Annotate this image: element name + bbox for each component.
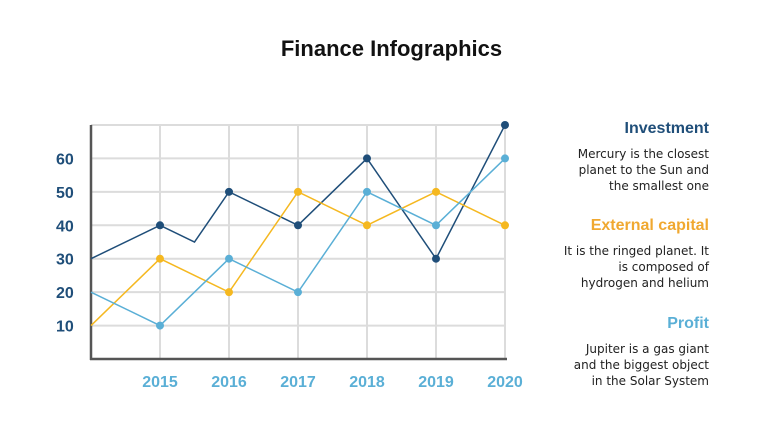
- data-point-profit: [225, 254, 233, 263]
- x-tick-label: 2018: [349, 374, 385, 391]
- legend-text: Mercury is the closest planet to the Sun…: [577, 147, 709, 193]
- legend-title: External capital: [590, 217, 709, 234]
- data-point-profit: [363, 187, 371, 196]
- x-tick-label: 2017: [280, 374, 316, 391]
- x-tick-label: 2015: [142, 374, 178, 391]
- legend-external-capital: External capital It is the ringed planet…: [509, 217, 709, 291]
- legend-text: It is the ringed planet. It is composed …: [563, 244, 709, 290]
- page-title: Finance Infographics: [280, 36, 503, 61]
- y-tick-label: 40: [56, 218, 74, 235]
- data-point-external-capital: [501, 221, 509, 230]
- data-point-profit: [294, 288, 302, 297]
- data-point-external-capital: [294, 187, 302, 196]
- data-point-profit: [432, 221, 440, 230]
- data-point-external-capital: [156, 254, 164, 263]
- y-tick-label: 50: [56, 185, 74, 202]
- y-tick-label: 20: [56, 285, 74, 302]
- y-tick-label: 60: [56, 151, 74, 168]
- y-tick-label: 10: [56, 319, 74, 336]
- data-point-investment: [294, 221, 302, 230]
- y-tick-label: 30: [56, 252, 74, 269]
- x-tick-label: 2019: [418, 374, 454, 391]
- series-line-investment: [90, 124, 506, 261]
- legend-title: Profit: [667, 315, 709, 332]
- data-point-external-capital: [363, 221, 371, 230]
- data-point-profit: [501, 154, 509, 163]
- x-tick-label: 2016: [211, 374, 247, 391]
- legend-profit: Profit Jupiter is a gas giant and the bi…: [509, 315, 709, 389]
- legend-title: Investment: [624, 120, 709, 137]
- data-point-investment: [501, 121, 509, 129]
- data-point-investment: [156, 221, 164, 230]
- data-point-profit: [156, 321, 164, 330]
- data-point-external-capital: [225, 288, 233, 297]
- legend-text: Jupiter is a gas giant and the biggest o…: [573, 342, 709, 388]
- x-tick-label: 2020: [487, 374, 523, 391]
- data-point-investment: [432, 254, 440, 263]
- data-point-investment: [225, 187, 233, 196]
- data-point-external-capital: [432, 187, 440, 196]
- data-point-investment: [363, 154, 371, 163]
- legend-investment: Investment Mercury is the closest planet…: [509, 120, 709, 194]
